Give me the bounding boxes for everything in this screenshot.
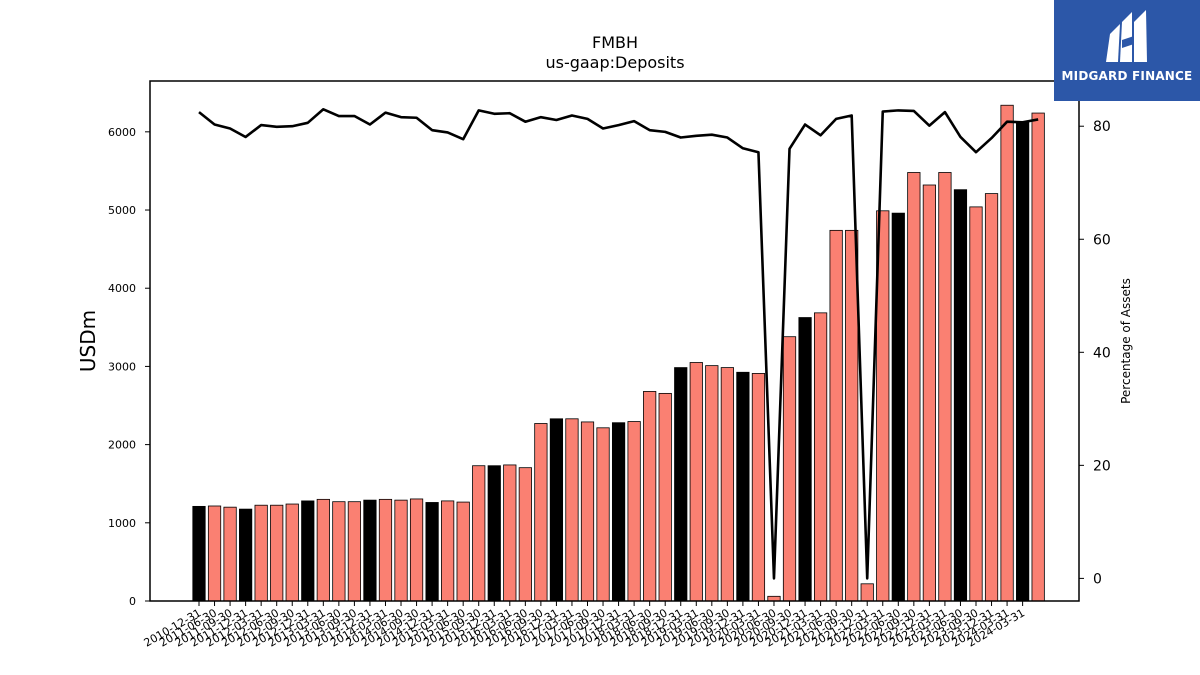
bar	[316, 498, 330, 602]
bar	[347, 501, 362, 602]
bar	[720, 367, 734, 602]
bar	[518, 467, 532, 602]
y2-tick-label: 40	[1093, 345, 1111, 361]
plot-frame	[149, 80, 1080, 602]
bar	[829, 229, 843, 602]
bar	[565, 418, 579, 602]
bar	[907, 172, 921, 602]
bar	[922, 184, 936, 602]
bar	[441, 500, 455, 602]
bar	[611, 422, 626, 602]
y-axis-ticks: 0 1000 2000 3000 4000 5000 6000	[108, 126, 150, 608]
bar	[207, 505, 222, 602]
bar	[938, 172, 952, 602]
y-tick-label: 4000	[108, 282, 136, 295]
bar	[1000, 104, 1014, 602]
y2-tick-label: 0	[1093, 571, 1102, 587]
y-tick-label: 2000	[108, 439, 136, 452]
bar	[580, 421, 595, 602]
bar	[674, 367, 688, 602]
bar	[1031, 112, 1045, 602]
y-tick-label: 6000	[108, 126, 136, 139]
midgard-finance-logo: MIDGARD FINANCE	[1054, 0, 1200, 101]
bar	[192, 505, 206, 602]
bar	[814, 312, 828, 602]
y2-tick-label: 60	[1093, 232, 1111, 248]
y2-axis-ticks: 0 20 40 60 80	[1079, 119, 1111, 587]
bar	[798, 317, 812, 602]
y-tick-label: 5000	[108, 204, 136, 217]
bar	[627, 421, 641, 602]
bar	[270, 504, 284, 602]
logo-text: MIDGARD FINANCE	[1061, 69, 1193, 83]
y-tick-label: 1000	[108, 517, 136, 530]
y-axis-label: USDm	[76, 310, 100, 372]
bar	[689, 362, 703, 602]
bar	[472, 465, 486, 602]
bar	[363, 499, 377, 602]
bar	[860, 583, 874, 602]
y-tick-label: 0	[129, 595, 136, 608]
bar	[643, 391, 657, 602]
bar	[239, 508, 253, 602]
bar	[254, 504, 268, 602]
bar	[1016, 121, 1030, 602]
bar	[301, 500, 315, 602]
bar	[549, 418, 564, 602]
bar	[751, 373, 766, 602]
bar	[782, 336, 797, 602]
percentage-of-assets-line	[198, 107, 1039, 580]
bar	[736, 371, 750, 602]
y-tick-label: 3000	[108, 360, 136, 373]
y2-tick-label: 20	[1093, 458, 1111, 474]
bar	[409, 498, 424, 602]
bar	[378, 498, 393, 602]
bar	[969, 206, 983, 602]
bar	[953, 189, 968, 602]
bar	[503, 464, 517, 602]
bar	[891, 212, 905, 602]
bar	[596, 427, 610, 602]
chart-title: FMBH	[592, 33, 638, 52]
chart-subtitle: us-gaap:Deposits	[545, 53, 684, 72]
bar	[394, 499, 408, 602]
bar	[658, 392, 672, 602]
bar	[456, 501, 470, 602]
mountain-m-logo-icon	[1106, 10, 1147, 62]
bar	[487, 465, 501, 602]
bar	[705, 365, 719, 602]
y2-axis-label: Percentage of Assets	[1119, 278, 1133, 404]
bar-series	[192, 104, 1045, 602]
bar	[285, 503, 299, 602]
line-series	[198, 107, 1039, 580]
bar	[425, 502, 439, 602]
bar	[534, 423, 548, 602]
x-axis-ticks: 2010-12-312011-06-302011-09-302011-12-31…	[142, 601, 1027, 650]
bar	[845, 229, 859, 602]
y2-tick-label: 80	[1093, 119, 1111, 135]
bar	[223, 506, 237, 602]
bar	[332, 501, 346, 602]
bar	[984, 193, 999, 602]
